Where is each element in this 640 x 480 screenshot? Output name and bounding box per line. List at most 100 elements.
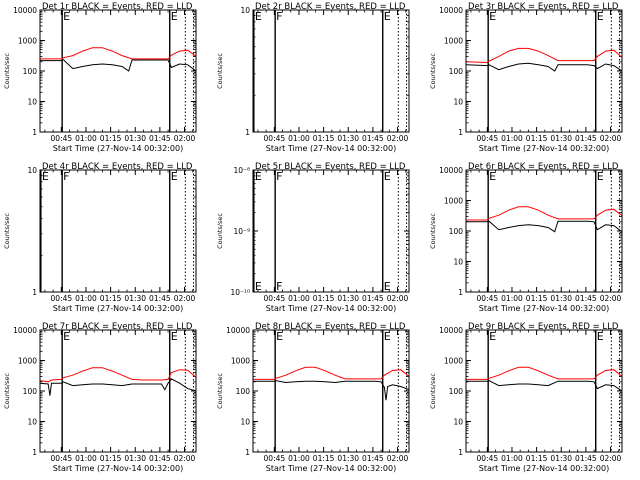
x-tick-label: 01:15 (526, 294, 548, 303)
x-tick-label: 01:45 (149, 454, 171, 463)
marker-label: E (597, 170, 604, 183)
y-tick-label: 1000 (18, 37, 37, 46)
x-tick-label: 01:45 (149, 134, 171, 143)
x-tick-label: 01:45 (362, 134, 384, 143)
series-line-events (40, 378, 196, 396)
y-tick-label: 1 (32, 288, 37, 297)
series-line-lld (40, 47, 196, 60)
y-axis-label: Counts/sec (3, 53, 11, 89)
y-tick-label: 1 (245, 448, 250, 457)
y-tick-label: 10 (453, 418, 463, 427)
marker-label: F (276, 170, 282, 183)
x-tick-label: 01:00 (288, 454, 310, 463)
series-line-lld (466, 47, 622, 64)
y-tick-label: 10 (453, 258, 463, 267)
y-axis-label: Counts/sec (216, 373, 224, 409)
series-line-lld (466, 206, 622, 221)
series-line-events (466, 220, 622, 233)
y-axis-label: Counts/sec (216, 213, 224, 249)
marker-label: F (63, 170, 69, 183)
x-tick-label: 01:00 (288, 134, 310, 143)
plot-frame (252, 9, 410, 133)
x-tick-label: 01:30 (124, 454, 146, 463)
x-tick-label: 00:45 (477, 134, 499, 143)
panel-title: Det 1r BLACK = Events, RED = LLD (42, 2, 193, 12)
y-axis-label: Counts/sec (429, 53, 437, 89)
marker-label: E (384, 10, 391, 23)
x-tick-label: 01:45 (362, 454, 384, 463)
x-tick-label: 01:15 (313, 134, 335, 143)
marker-label: E (255, 10, 262, 23)
x-tick-label: 01:45 (149, 294, 171, 303)
x-axis-label: Start Time (27-Nov-14 00:32:00) (53, 464, 183, 473)
x-tick-label: 00:45 (51, 454, 73, 463)
x-axis-label: Start Time (27-Nov-14 00:32:00) (479, 144, 609, 153)
series-line-lld (253, 366, 409, 380)
y-tick-label: 10 (240, 6, 250, 15)
series-line-events (466, 380, 622, 392)
x-tick-label: 01:30 (550, 454, 572, 463)
y-tick-label: 100 (449, 387, 464, 396)
x-tick-label: 01:00 (75, 454, 97, 463)
y-tick-label: 10⁻⁸ (233, 166, 250, 175)
marker-label: F (276, 10, 282, 23)
panel-det-3: Det 3r BLACK = Events, RED = LLD Counts/s… (429, 2, 623, 153)
x-tick-label: 01:00 (501, 134, 523, 143)
y-tick-label: 10000 (439, 326, 463, 335)
panel-title: Det 3r BLACK = Events, RED = LLD (468, 2, 619, 12)
x-tick-label: 01:45 (575, 294, 597, 303)
x-tick-label: 01:00 (75, 134, 97, 143)
x-tick-label: 01:45 (575, 134, 597, 143)
y-tick-label: 10 (27, 98, 37, 107)
panel-det-5: Det 5r BLACK = Events, RED = LLD Counts/s… (216, 162, 410, 313)
x-tick-label: 01:00 (501, 294, 523, 303)
x-tick-label: 01:15 (100, 294, 122, 303)
y-tick-label: 100 (23, 67, 38, 76)
x-tick-label: 01:30 (124, 294, 146, 303)
y-tick-label: 10 (240, 418, 250, 427)
marker-label: E (384, 280, 391, 293)
plot-frame (252, 329, 410, 453)
x-tick-label: 00:45 (477, 454, 499, 463)
plot-frame (39, 169, 197, 293)
marker-label: E (489, 330, 496, 343)
x-tick-label: 00:45 (51, 134, 73, 143)
y-tick-label: 1 (458, 288, 463, 297)
plot-frame (39, 329, 197, 453)
panel-det-1: Det 1r BLACK = Events, RED = LLD Counts/s… (3, 2, 197, 153)
panel-title: Det 8r BLACK = Events, RED = LLD (255, 322, 406, 332)
y-axis-label: Counts/sec (216, 53, 224, 89)
plot-frame (39, 9, 197, 133)
x-tick-label: 00:45 (51, 294, 73, 303)
y-axis-label: Counts/sec (429, 213, 437, 249)
marker-label: E (171, 170, 178, 183)
x-tick-label: 01:00 (501, 454, 523, 463)
y-tick-label: 10000 (226, 326, 250, 335)
marker-label: E (597, 10, 604, 23)
y-tick-label: 10 (27, 418, 37, 427)
y-tick-label: 10000 (13, 6, 37, 15)
plot-frame (465, 169, 623, 293)
y-axis-label: Counts/sec (3, 373, 11, 409)
y-tick-label: 1000 (444, 37, 463, 46)
x-tick-label: 01:00 (288, 294, 310, 303)
panel-det-6: Det 6r BLACK = Events, RED = LLD Counts/s… (429, 162, 623, 313)
x-tick-label: 01:30 (124, 134, 146, 143)
x-tick-label: 01:15 (526, 134, 548, 143)
marker-label: E (489, 10, 496, 23)
marker-label: E (255, 170, 262, 183)
marker-label: E (276, 330, 283, 343)
x-tick-label: 01:15 (313, 454, 335, 463)
x-axis-label: Start Time (27-Nov-14 00:32:00) (479, 304, 609, 313)
panel-title: Det 6r BLACK = Events, RED = LLD (468, 162, 619, 172)
y-tick-label: 1000 (231, 357, 250, 366)
x-tick-label: 01:30 (337, 134, 359, 143)
y-axis-label: Counts/sec (429, 373, 437, 409)
x-tick-label: 02:00 (600, 294, 622, 303)
y-tick-label: 1000 (444, 357, 463, 366)
panel-title: Det 9r BLACK = Events, RED = LLD (468, 322, 619, 332)
plot-frame (465, 329, 623, 453)
x-tick-label: 02:00 (174, 454, 196, 463)
y-axis-label: Counts/sec (3, 213, 11, 249)
y-tick-label: 10000 (439, 6, 463, 15)
